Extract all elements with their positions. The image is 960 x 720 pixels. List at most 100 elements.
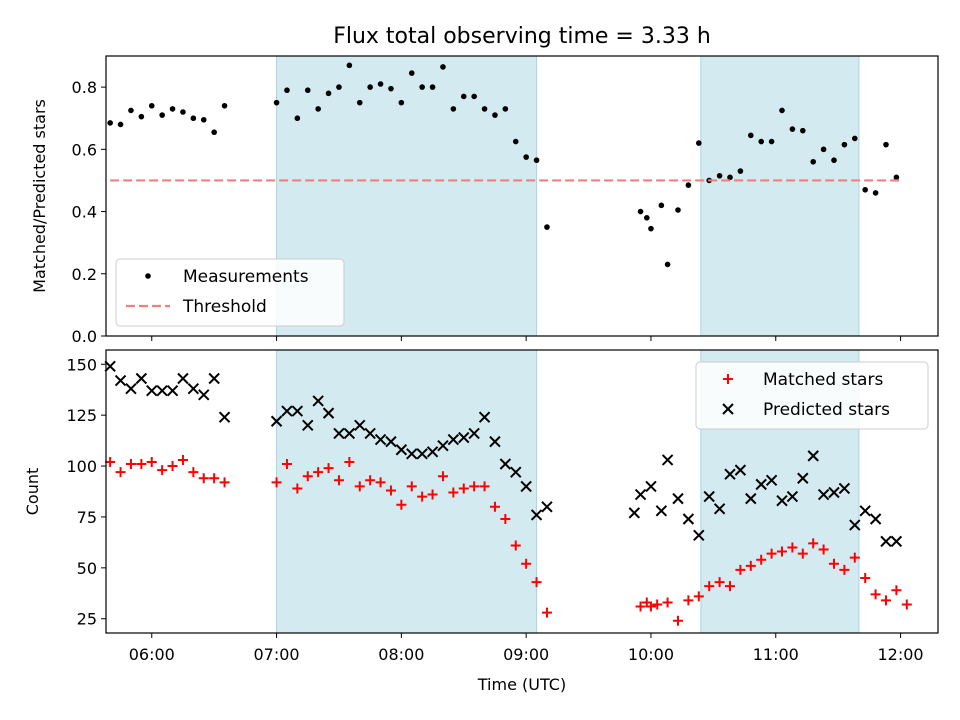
measurement-point: [429, 84, 436, 90]
predicted-star-point: [838, 482, 851, 495]
matched-star-point: [635, 601, 646, 612]
matched-star-point: [662, 597, 673, 608]
predicted-star-point: [187, 382, 200, 395]
measurement-point: [211, 129, 217, 136]
measurement-point: [107, 120, 113, 126]
matched-star-point: [375, 477, 386, 488]
measurement-point: [440, 64, 446, 70]
predicted-star-point: [755, 478, 767, 491]
predicted-star-point: [786, 490, 799, 503]
predicted-star-point: [218, 411, 231, 423]
predicted-star-point: [374, 433, 387, 446]
predicted-star-point: [489, 435, 501, 448]
x-tick-label: 06:00: [129, 645, 175, 664]
predicted-star-point: [541, 501, 553, 513]
predicted-star-point: [281, 405, 293, 417]
matched-star-point: [735, 564, 746, 575]
predicted-star-point: [458, 431, 470, 444]
predicted-star-point: [208, 372, 220, 385]
predicted-star-point: [478, 411, 491, 423]
measurement-point: [644, 214, 650, 221]
predicted-star-point: [530, 509, 543, 521]
measurement-point: [685, 182, 692, 188]
predicted-star-point: [713, 503, 726, 515]
predicted-star-point: [655, 505, 668, 517]
matched-star-point: [209, 473, 220, 484]
matched-star-point: [808, 538, 819, 549]
matched-star-point: [333, 475, 344, 486]
predicted-star-point: [703, 490, 715, 503]
predicted-star-point: [146, 385, 158, 397]
measurement-point: [284, 87, 290, 94]
measurement-point: [377, 81, 384, 87]
y-tick-label: 75: [77, 508, 97, 527]
plot-frame: [105, 349, 939, 634]
x-tick-label: 09:00: [503, 645, 549, 664]
measurement-point: [346, 62, 353, 69]
measurement-point: [800, 127, 806, 134]
matched-star-point: [541, 607, 552, 618]
measurement-point: [159, 112, 165, 118]
matched-star-point: [323, 463, 334, 474]
predicted-star-point: [745, 492, 757, 505]
matched-star-point: [645, 601, 656, 612]
matched-star-point: [271, 477, 282, 488]
matched-star-point: [479, 481, 490, 492]
matched-star-point: [818, 544, 829, 555]
y-tick-label: 0.6: [72, 140, 97, 159]
matched-star-point: [406, 481, 417, 492]
measurement-point: [294, 115, 301, 122]
matched-star-point: [787, 542, 798, 553]
measurement-point: [492, 112, 498, 118]
legend-label: Predicted stars: [763, 400, 890, 420]
matched-star-point: [385, 485, 396, 496]
predicted-star-point: [693, 529, 705, 541]
y-tick-label: 0.0: [72, 327, 97, 346]
measurement-point: [544, 224, 550, 230]
predicted-star-point: [416, 448, 428, 460]
matched-star-point: [901, 599, 912, 610]
measurement-point: [831, 157, 837, 164]
matched-star-point: [105, 456, 116, 467]
legend-box: [115, 258, 345, 327]
x-axis-label: Time (UTC): [477, 675, 566, 694]
matched-star-point: [198, 473, 209, 484]
measurement-point: [841, 141, 848, 148]
measurement-point: [820, 146, 827, 153]
predicted-star-point: [114, 374, 127, 387]
legend-swatch-matched: [723, 374, 733, 384]
legend-label: Measurements: [183, 267, 309, 287]
measurement-point: [512, 138, 519, 145]
matched-star-point: [881, 595, 891, 606]
matched-star-point: [219, 477, 230, 488]
measurement-point: [768, 138, 775, 145]
predicted-star-point: [364, 427, 376, 440]
predicted-star-point: [661, 454, 674, 466]
predicted-star-point: [156, 385, 168, 397]
matched-star-point: [870, 589, 881, 600]
measurement-point: [304, 87, 311, 94]
matched-star-point: [157, 465, 168, 476]
predicted-star-point: [312, 395, 324, 407]
measurement-point: [883, 141, 889, 148]
bottom-panel: 25 50 75 100 125 150 06:00 07:00 08:00 09:00 10:00…: [23, 349, 939, 694]
measurement-point: [664, 261, 671, 268]
matched-star-point: [396, 499, 407, 510]
matched-star-point: [745, 560, 756, 571]
measurement-point: [810, 158, 816, 165]
measurement-point: [502, 106, 509, 112]
measurement-point: [862, 186, 868, 193]
predicted-star-point: [807, 450, 819, 462]
matched-star-point: [437, 471, 448, 482]
predicted-star-point: [859, 505, 871, 517]
measurement-point: [789, 126, 796, 132]
y-axis-label: Count: [23, 468, 42, 516]
matched-star-point: [797, 548, 808, 559]
matched-star-point: [693, 591, 704, 602]
matched-star-point: [829, 558, 839, 569]
measurement-point: [315, 106, 321, 112]
measurement-point: [481, 106, 488, 112]
matched-star-point: [146, 456, 157, 467]
measurement-point: [872, 190, 879, 196]
plot-frame: [105, 55, 939, 337]
